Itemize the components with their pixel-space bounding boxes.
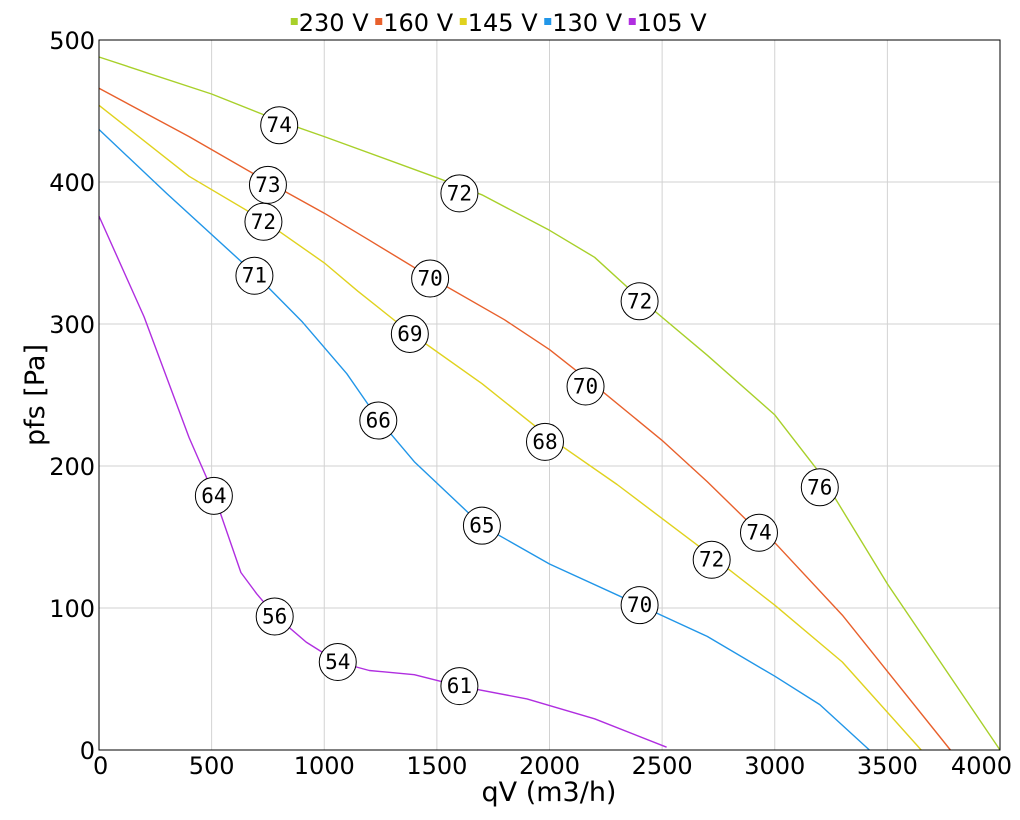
point-marker-label: 72 — [627, 289, 652, 313]
y-tick-label: 500 — [49, 27, 95, 55]
x-axis-title: qV (m3/h) — [482, 777, 617, 808]
point-marker — [620, 586, 659, 625]
legend-label: 130 V — [552, 9, 622, 37]
point-marker — [440, 667, 479, 706]
legend: 230 V 160 V 145 V 130 V 105 V — [290, 9, 707, 37]
point-marker-label: 72 — [251, 210, 276, 234]
x-tick-label: 0 — [93, 752, 108, 780]
point-marker — [692, 540, 731, 579]
point-markers: 74 72 72 76 73 70 70 74 72 69 68 72 71 66 65 70 64 56 54 61 — [194, 106, 839, 706]
x-tick-label: 500 — [189, 752, 235, 780]
series-line — [98, 104, 922, 751]
y-axis-title: pfs [Pa] — [20, 344, 51, 446]
legend-swatch — [459, 18, 467, 25]
point-marker-label: 61 — [447, 674, 472, 698]
legend-swatch — [375, 18, 383, 25]
legend-label: 160 V — [383, 9, 453, 37]
point-marker — [525, 422, 564, 461]
legend-swatch — [544, 18, 552, 25]
legend-swatch — [628, 18, 636, 25]
x-tick-label: 3500 — [857, 752, 918, 780]
point-marker — [318, 642, 357, 681]
point-marker-label: 71 — [242, 264, 267, 288]
y-tick-label: 100 — [49, 595, 95, 623]
point-marker-label: 74 — [267, 113, 292, 137]
point-marker-label: 70 — [627, 593, 652, 617]
y-tick-label: 0 — [80, 737, 95, 765]
point-marker-label: 70 — [417, 267, 442, 291]
point-marker — [260, 106, 299, 145]
legend-label: 230 V — [299, 9, 369, 37]
point-marker — [235, 256, 274, 295]
point-marker — [411, 259, 450, 298]
point-marker — [566, 367, 605, 406]
point-marker-label: 70 — [573, 374, 598, 398]
x-tick-label: 4000 — [951, 752, 1012, 780]
legend-swatch — [290, 18, 298, 25]
series-line — [98, 128, 870, 751]
x-tick-label: 1000 — [294, 752, 355, 780]
point-marker — [194, 476, 233, 515]
point-marker — [390, 314, 429, 353]
point-marker — [244, 202, 283, 241]
legend-label: 145 V — [468, 9, 538, 37]
series-line — [98, 215, 667, 748]
point-marker-label: 69 — [397, 322, 422, 346]
point-marker — [359, 401, 398, 440]
point-marker-label: 68 — [532, 430, 557, 454]
point-marker — [255, 597, 294, 636]
point-marker-label: 72 — [447, 181, 472, 205]
point-marker-label: 56 — [262, 605, 287, 629]
point-marker — [800, 468, 839, 507]
point-marker-label: 64 — [201, 484, 226, 508]
x-tick-label: 2000 — [519, 752, 580, 780]
plot-frame — [98, 39, 1001, 751]
point-marker — [462, 506, 501, 545]
point-marker-label: 72 — [699, 548, 724, 572]
legend-label: 105 V — [637, 9, 707, 37]
point-marker — [440, 174, 479, 213]
point-marker — [620, 282, 659, 321]
point-marker-label: 73 — [255, 173, 280, 197]
point-marker-label: 65 — [469, 514, 494, 538]
point-marker-label: 76 — [807, 475, 832, 499]
series-line — [98, 87, 951, 751]
y-tick-label: 200 — [49, 453, 95, 481]
point-marker-label: 54 — [325, 650, 350, 674]
y-tick-label: 400 — [49, 169, 95, 197]
x-tick-label: 3000 — [744, 752, 805, 780]
y-tick-label: 300 — [49, 311, 95, 339]
tick-labels: 0 500 1000 1500 2000 2500 3000 3500 4000 0 100 200 3… — [49, 27, 1012, 780]
point-marker — [739, 513, 778, 552]
point-marker-label: 74 — [746, 521, 771, 545]
x-tick-label: 2500 — [632, 752, 693, 780]
point-marker-label: 66 — [366, 409, 391, 433]
x-tick-label: 1500 — [406, 752, 467, 780]
